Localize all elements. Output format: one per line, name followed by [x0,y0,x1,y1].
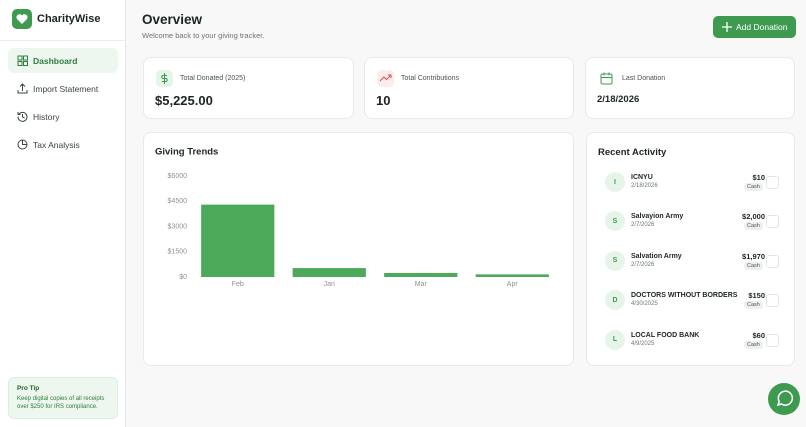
bar [384,272,458,277]
donation-amount: $2,000 [742,212,765,222]
avatar: L [605,329,625,350]
method-badge: Cash [744,301,763,310]
chart: Giving Trends $0 $1500 $3000 $4500 $6000 Feb J… [155,147,549,288]
chat-button[interactable] [768,383,800,415]
bar [475,274,549,277]
method-badge: Cash [744,261,763,270]
donation-name: Salvation Army [631,252,682,260]
donation-amount: $150 [748,291,765,301]
x-tick-label: Apr [507,281,519,288]
nav-label: Import Statement [33,83,99,94]
nav-label: Dashboard [33,55,78,66]
donation-name: DOCTORS WITHOUT BORDERS [631,292,738,300]
donation-date: 2/7/2026 [631,261,655,268]
nav-label: Tax Analysis [33,139,80,150]
page-title: Overview [142,12,203,27]
tip-text: Keep digital copies of all receipts over… [17,396,105,410]
icon [156,70,173,87]
donation-date: 2/7/2026 [631,222,655,229]
stat-card: Total Donated (2025) $5,225.00 [143,57,354,119]
chart-card: Giving Trends $0 $1500 $3000 $4500 $6000 Feb J… [143,132,574,366]
tip: Pro Tip Keep digital copies of all receip… [8,377,118,419]
y-tick-label: $0 [179,274,187,281]
y-tick-label: $4500 [168,198,188,205]
avatar: S [605,211,625,232]
x-tick-label: Mar [415,281,428,288]
method-badge: Cash [744,222,763,231]
icon [377,70,394,87]
button-label: Add Donation [736,22,788,32]
bar [292,268,366,277]
tip-title: Pro Tip [17,385,40,392]
x-tick-label: Feb [232,281,244,288]
icon [598,70,615,87]
divider [0,40,125,41]
stat-label: Total Contributions [401,75,459,82]
method-badge: Cash [744,340,763,349]
stat-value: 10 [376,93,391,108]
activity-card: Recent Activity I ICNYU 2/18/2026 $10 Cash S S… [586,132,795,366]
y-tick-label: $3000 [168,223,188,230]
donation-amount: $1,970 [742,251,765,261]
x-tick-label: Jan [324,281,335,288]
donation-date: 2/18/2026 [631,183,658,189]
donation-name: ICNYU [631,174,653,181]
nav-item[interactable]: History [8,104,118,129]
delete-button[interactable] [766,215,779,229]
avatar: D [605,290,625,311]
avatar: S [605,250,625,271]
avatar: I [605,172,625,192]
stat-card: Total Contributions 10 [364,57,574,119]
bar [201,204,275,277]
nav-label: History [33,111,60,122]
donation-date: 4/30/2025 [631,301,658,308]
donation-name: Salvayion Army [631,213,684,221]
donation-amount: $60 [752,330,765,340]
method-badge: Cash [744,183,763,191]
add-button[interactable]: Add Donation [713,16,796,38]
delete-button[interactable] [766,254,779,268]
logo [12,9,32,29]
nav-item[interactable]: Dashboard [8,48,118,73]
stat-label: Last Donation [622,75,666,82]
stat-label: Total Donated (2025) [180,75,246,82]
subtitle: Welcome back to your giving tracker. [142,31,265,40]
donation-name: LOCAL FOOD BANK [631,331,700,339]
donation-date: 4/9/2025 [631,340,655,347]
brand: CharityWise [37,13,101,25]
stat-card: Last Donation 2/18/2026 [585,57,795,119]
y-tick-label: $6000 [168,173,188,180]
nav-item[interactable]: Tax Analysis [8,132,118,157]
donation-amount: $10 [752,173,765,182]
stat-value: $5,225.00 [155,93,213,108]
nav-item[interactable]: Import Statement [8,76,118,101]
sidebar: CharityWise Dashboard Import Statement H… [0,0,126,427]
delete-button[interactable] [766,333,779,347]
delete-button[interactable] [766,176,779,189]
y-tick-label: $1500 [168,249,188,256]
stat-value: 2/18/2026 [597,94,640,105]
chart-title: Giving Trends [155,147,218,158]
activity-title: Recent Activity [598,147,667,158]
delete-button[interactable] [766,294,779,308]
